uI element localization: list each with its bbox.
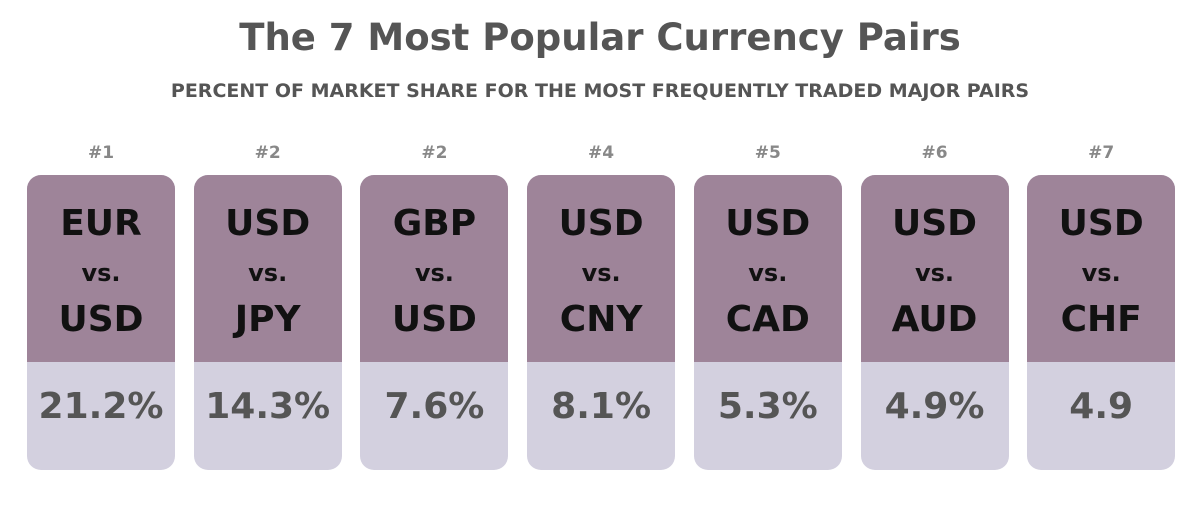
- market-share: 8.1%: [551, 386, 652, 427]
- title: The 7 Most Popular Currency Pairs: [239, 16, 961, 59]
- vs-label: vs.: [248, 259, 288, 287]
- quote-currency: USD: [58, 299, 144, 340]
- quote-currency: CAD: [725, 299, 810, 340]
- pair-panel: [527, 175, 676, 362]
- rank-label: #5: [754, 143, 781, 163]
- base-currency: EUR: [60, 203, 142, 244]
- base-currency: USD: [225, 203, 311, 244]
- quote-currency: AUD: [891, 299, 978, 340]
- currency-card: USD vs. CNY 8.1%: [527, 175, 676, 470]
- pair-panel: [693, 175, 842, 362]
- quote-currency: JPY: [234, 299, 301, 340]
- market-share: 4.9%: [884, 386, 985, 427]
- pair-panel: [860, 175, 1009, 362]
- market-share: 7.6%: [384, 386, 485, 427]
- rank-label: #2: [254, 143, 281, 163]
- base-currency: USD: [725, 203, 811, 244]
- vs-label: vs.: [914, 259, 955, 287]
- subtitle: PERCENT OF MARKET SHARE FOR THE MOST FRE…: [170, 80, 1030, 102]
- rank-label: #2: [421, 143, 448, 163]
- quote-currency: CHF: [1060, 299, 1142, 340]
- market-share: 5.3%: [717, 386, 818, 427]
- pair-panel: [193, 175, 342, 362]
- base-currency: USD: [891, 203, 978, 244]
- vs-label: vs.: [748, 259, 788, 287]
- currency-card: USD vs. CAD 5.3%: [693, 175, 842, 470]
- quote-currency: USD: [391, 299, 477, 340]
- market-share: 14.3%: [205, 386, 331, 427]
- base-currency: GBP: [392, 203, 477, 244]
- pair-panel: [27, 175, 175, 362]
- rank-label: #6: [921, 143, 948, 163]
- pair-panel: [1027, 175, 1176, 362]
- market-share: 21.2%: [38, 386, 164, 427]
- currency-card: USD vs. JPY 14.3%: [193, 175, 342, 470]
- base-currency: USD: [558, 203, 644, 244]
- pair-panel: [360, 175, 509, 362]
- currency-card: EUR vs. USD 21.2%: [27, 175, 175, 470]
- vs-label: vs.: [1081, 259, 1121, 287]
- rank-label: #7: [1088, 143, 1115, 163]
- quote-currency: CNY: [559, 299, 643, 340]
- vs-label: vs.: [581, 259, 621, 287]
- market-share: 4.9: [1069, 386, 1134, 427]
- vs-label: vs.: [414, 259, 454, 287]
- vs-label: vs.: [81, 259, 121, 287]
- currency-card: GBP vs. USD 7.6%: [360, 175, 509, 470]
- currency-card: USD vs. CHF 4.9: [1027, 175, 1176, 470]
- base-currency: USD: [1058, 203, 1144, 244]
- currency-card: USD vs. AUD 4.9%: [860, 175, 1009, 470]
- rank-label: #4: [588, 143, 615, 163]
- rank-label: #1: [87, 143, 115, 163]
